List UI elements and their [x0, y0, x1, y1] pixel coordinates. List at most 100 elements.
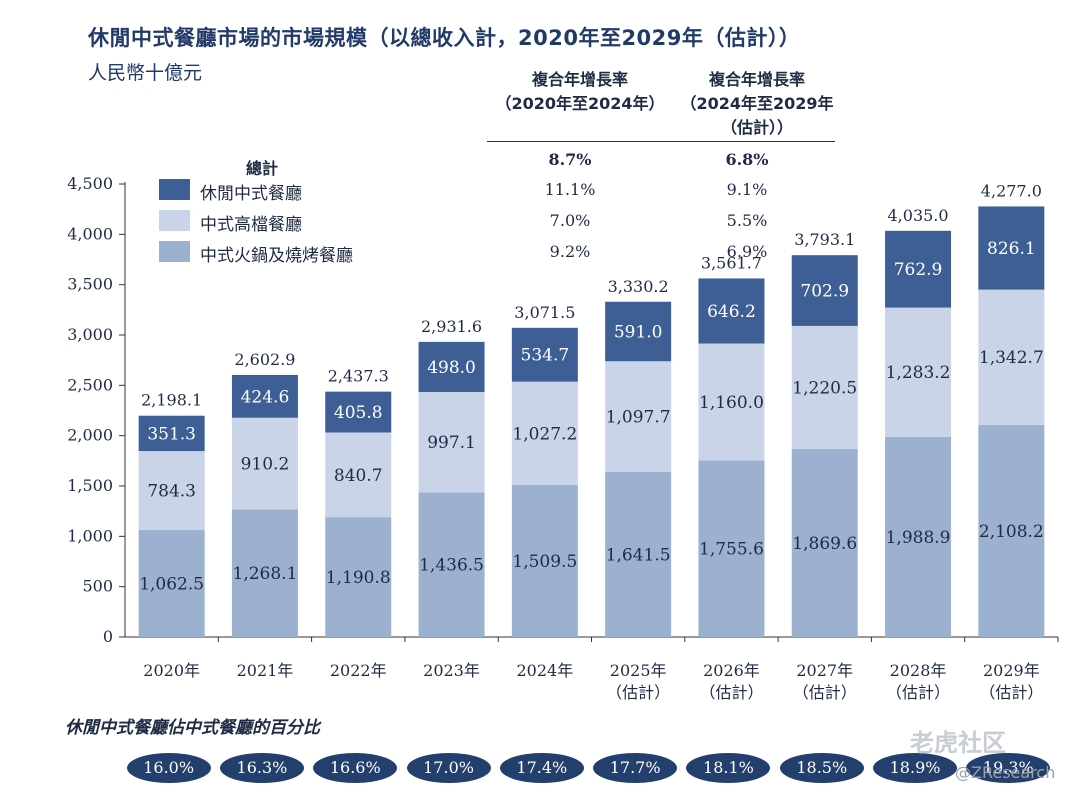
bar-segment: [325, 517, 392, 637]
y-tick-label: 500: [82, 577, 113, 596]
bar-segment: [605, 361, 672, 472]
bar-value-label: 534.7: [521, 346, 570, 366]
x-tick-label: 2023年: [423, 661, 480, 680]
bar-value-label: 826.1: [987, 239, 1036, 259]
bar-segment: [511, 485, 578, 637]
bar-segment: [885, 436, 952, 637]
cagr-casual-2020-2024: 11.1%: [544, 180, 596, 199]
bar-segment: [605, 471, 672, 637]
bar-total-label: 2,198.1: [141, 391, 202, 410]
legend-label-highend: 中式高檔餐廳: [200, 215, 302, 235]
bar-value-label: 1,062.5: [139, 575, 204, 595]
bar-value-label: 762.9: [894, 260, 943, 280]
bar-segment: [138, 415, 205, 452]
bar-value-label: 1,283.2: [886, 363, 951, 383]
y-tick-label: 3,000: [67, 325, 113, 344]
bar-total-label: 3,071.5: [514, 303, 575, 322]
bar-value-label: 997.1: [427, 433, 476, 453]
y-tick-label: 3,500: [67, 275, 113, 294]
cagr-total-2024-2029: 6.8%: [725, 150, 769, 169]
bar-segment: [698, 460, 765, 637]
y-tick-label: 1,000: [67, 526, 113, 545]
y-tick-label: 2,000: [67, 426, 113, 445]
bar-value-label: 910.2: [241, 455, 290, 475]
bar-value-label: 1,509.5: [512, 552, 577, 572]
bar-segment: [418, 492, 485, 637]
cagr-header-line: 複合年增長率: [531, 70, 628, 89]
bar-segment: [791, 325, 858, 449]
share-pill: 17.7%: [593, 753, 678, 783]
bar-total-label: 3,330.2: [608, 277, 669, 296]
bar-segment: [978, 424, 1045, 637]
bar-segment: [791, 255, 858, 326]
bar-value-label: 1,988.9: [886, 528, 951, 548]
share-pill: 18.5%: [779, 753, 864, 783]
bar-segment: [605, 301, 672, 362]
bar-value-label: 2,108.2: [979, 522, 1044, 542]
share-pill: 19.3%: [966, 753, 1051, 783]
bar-value-label: 405.8: [334, 403, 383, 423]
bar-value-label: 424.6: [241, 387, 290, 407]
watermark-logo: 老虎社区: [910, 729, 1006, 757]
x-tick-sublabel: （估計）: [606, 683, 670, 702]
bar-segment: [698, 343, 765, 461]
y-tick-label: 1,500: [67, 476, 113, 495]
share-pill: 16.3%: [219, 753, 304, 783]
bar-segment: [511, 381, 578, 486]
bar-total-label: 4,277.0: [981, 181, 1042, 200]
bar-segment: [325, 432, 392, 518]
x-tick-label: 2028年: [890, 661, 947, 680]
bar-segment: [231, 509, 298, 637]
cagr-casual-2024-2029: 9.1%: [726, 180, 768, 199]
bar-value-label: 840.7: [334, 466, 383, 486]
stacked-bar-chart: 0 500 1,000 1,500 2,000 2,500 3,000 3,500 4,000 4…: [67, 174, 1059, 702]
x-tick-label: 2024年: [516, 661, 573, 680]
bar-value-label: 591.0: [614, 323, 663, 343]
cagr-hotpot-2020-2024: 9.2%: [549, 242, 591, 261]
bar-segment: [978, 206, 1045, 290]
bar-value-label: 784.3: [147, 482, 196, 502]
bar-value-label: 1,268.1: [233, 564, 298, 584]
share-pill: 17.0%: [406, 753, 491, 783]
share-pill: 18.9%: [873, 753, 958, 783]
share-pill: 18.1%: [686, 753, 771, 783]
cagr-hotpot-2024-2029: 6.9%: [726, 242, 768, 261]
x-tick-label: 2021年: [237, 661, 294, 680]
bar-total-label: 2,602.9: [234, 350, 295, 369]
bar-segment: [325, 391, 392, 433]
bar-segment: [418, 392, 485, 493]
share-pill: 17.4%: [499, 753, 584, 783]
bar-segment: [698, 278, 765, 344]
bar-total-label: 2,437.3: [328, 367, 389, 386]
unit-label: 人民幣十億元: [88, 62, 203, 84]
cagr-highend-2024-2029: 5.5%: [726, 211, 768, 230]
bar-value-label: 1,097.7: [606, 408, 671, 428]
legend-swatch-highend: [159, 210, 190, 231]
x-tick-sublabel: （估計）: [886, 683, 950, 702]
bar-segment: [231, 374, 298, 418]
cagr-header-line: 複合年增長率: [708, 70, 805, 89]
legend-total-label: 總計: [246, 159, 279, 178]
bar-value-label: 498.0: [427, 358, 476, 378]
bar-segment: [418, 341, 485, 393]
bar-value-label: 1,160.0: [699, 393, 764, 413]
bar-value-label: 351.3: [147, 424, 196, 444]
bar-total-label: 3,561.7: [701, 253, 762, 272]
bar-value-label: 702.9: [800, 282, 849, 302]
bar-value-label: 1,220.5: [792, 378, 857, 398]
bar-segment: [978, 289, 1045, 425]
bar-segment: [791, 448, 858, 637]
x-tick-sublabel: （估計）: [793, 683, 857, 702]
share-pill: 16.6%: [313, 753, 398, 783]
y-tick-label: 0: [103, 627, 113, 646]
bar-value-label: 1,755.6: [699, 540, 764, 560]
x-tick-label: 2025年: [610, 661, 667, 680]
cagr-header-2020-2024: 複合年增長率 （2020年至2024年）: [495, 68, 665, 116]
legend-label-casual: 休閒中式餐廳: [200, 184, 302, 204]
cagr-header-line: （估計））: [720, 118, 793, 137]
bar-total-label: 3,793.1: [794, 230, 855, 249]
bar-value-label: 1,190.8: [326, 568, 391, 588]
bar-total-label: 4,035.0: [888, 206, 949, 225]
bar-value-label: 1,027.2: [512, 424, 577, 444]
cagr-divider: [487, 141, 835, 142]
